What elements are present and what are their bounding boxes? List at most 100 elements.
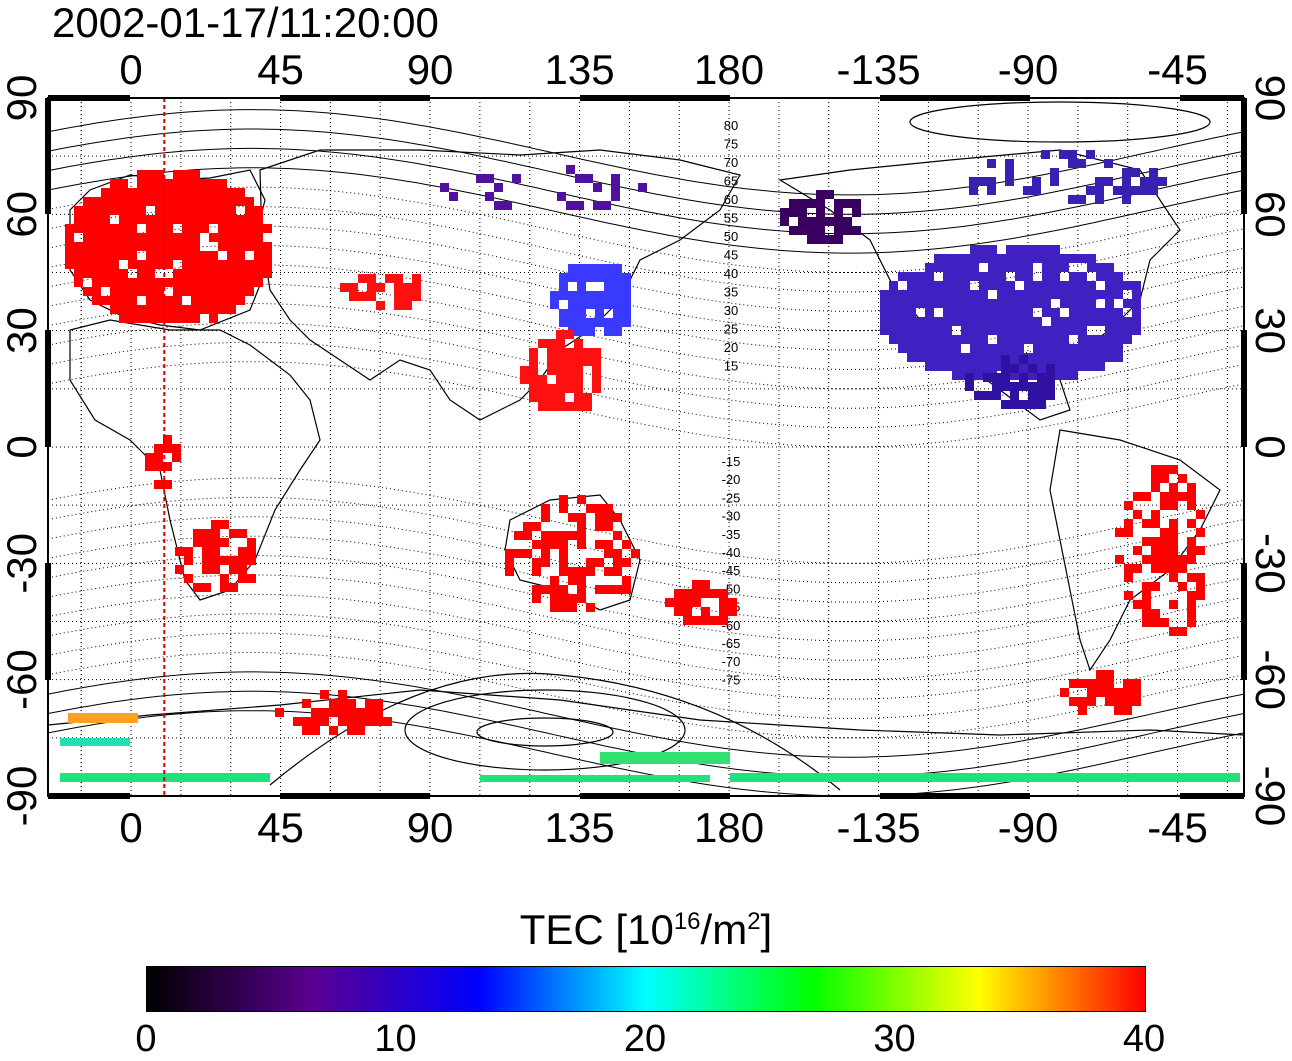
tec-cell	[907, 335, 916, 344]
tec-cell	[254, 224, 263, 233]
bottom-longitude-label: -90	[998, 804, 1059, 851]
tec-cell	[843, 226, 852, 235]
tec-cell	[550, 603, 559, 612]
tec-cell	[604, 504, 613, 513]
tec-cell	[163, 444, 172, 453]
right-latitude-label: -60	[1247, 649, 1292, 710]
tec-cell	[302, 717, 311, 726]
tec-cell	[789, 208, 798, 217]
tec-cell	[1096, 335, 1105, 344]
tec-cell	[236, 296, 245, 305]
tec-cell	[182, 287, 191, 296]
tec-cell	[1160, 528, 1169, 537]
tec-cell	[1015, 362, 1024, 371]
tec-cell	[1187, 609, 1196, 618]
tec-cell	[83, 260, 92, 269]
tec-cell	[440, 183, 449, 192]
tec-cell	[604, 318, 613, 327]
tec-cell	[191, 260, 200, 269]
tec-cell	[494, 183, 503, 192]
magnetic-latitude-label: 15	[724, 359, 738, 374]
tec-cell	[1122, 195, 1131, 204]
tec-cell	[604, 513, 613, 522]
tec-cell	[1078, 254, 1087, 263]
tec-cell	[211, 556, 220, 565]
tec-cell	[329, 699, 338, 708]
tec-cell	[1142, 555, 1151, 564]
tec-cell	[356, 717, 365, 726]
tec-cell	[538, 402, 547, 411]
tec-cell	[559, 567, 568, 576]
tec-cell	[218, 179, 227, 188]
tec-cell	[193, 583, 202, 592]
tec-cell	[263, 251, 272, 260]
tec-cell	[110, 305, 119, 314]
tec-cell	[146, 305, 155, 314]
tec-cell	[110, 179, 119, 188]
tec-cell	[1051, 317, 1060, 326]
tec-cell	[997, 299, 1006, 308]
magnetic-latitude-line	[48, 109, 1244, 196]
tec-cell	[128, 260, 137, 269]
tec-cell	[943, 299, 952, 308]
tec-cell	[577, 540, 586, 549]
tec-cell	[674, 589, 683, 598]
magnetic-latitude-label: 35	[724, 285, 738, 300]
tec-cell	[622, 318, 631, 327]
tec-cell	[227, 197, 236, 206]
tec-cell	[155, 224, 164, 233]
tec-cell	[211, 529, 220, 538]
tec-cell	[907, 281, 916, 290]
tec-cell	[1178, 492, 1187, 501]
tec-cell	[568, 291, 577, 300]
tec-cell	[970, 245, 979, 254]
tec-cell	[1024, 245, 1033, 254]
tec-cell	[1015, 254, 1024, 263]
tec-cell	[565, 357, 574, 366]
tec-cell	[236, 197, 245, 206]
tec-cell	[1151, 519, 1160, 528]
tec-cell	[961, 263, 970, 272]
tec-cell	[577, 531, 586, 540]
tec-cell	[538, 375, 547, 384]
tec-cell	[1024, 254, 1033, 263]
tec-cell	[146, 233, 155, 242]
tec-cell	[583, 348, 592, 357]
tec-cell	[163, 462, 172, 471]
tec-cell	[665, 598, 674, 607]
tec-cell	[523, 549, 532, 558]
tec-cell	[1042, 344, 1051, 353]
tec-cell	[1010, 382, 1019, 391]
tec-cell	[218, 188, 227, 197]
tec-cell	[541, 558, 550, 567]
tec-cell	[1060, 371, 1069, 380]
tec-cell	[128, 242, 137, 251]
tec-cell	[559, 309, 568, 318]
tec-cell	[520, 366, 529, 375]
tec-cell	[1051, 335, 1060, 344]
tec-cell	[547, 402, 556, 411]
tec-cell	[979, 308, 988, 317]
tec-cell	[1142, 537, 1151, 546]
tec-cell	[514, 549, 523, 558]
tec-cell	[247, 547, 256, 556]
tec-cell	[220, 520, 229, 529]
tec-cell	[559, 531, 568, 540]
tec-cell	[247, 556, 256, 565]
tec-cell	[719, 598, 728, 607]
tec-cell	[979, 272, 988, 281]
tec-cell	[683, 598, 692, 607]
tec-cell	[622, 540, 631, 549]
tec-cell	[1133, 492, 1142, 501]
tec-cell	[730, 773, 1240, 782]
tec-cell	[182, 251, 191, 260]
tec-cell	[137, 278, 146, 287]
tec-cell	[604, 291, 613, 300]
tec-cell	[1196, 573, 1205, 582]
tec-cell	[209, 251, 218, 260]
tec-cell	[988, 308, 997, 317]
tec-cell	[1187, 591, 1196, 600]
tec-cell	[164, 233, 173, 242]
tec-cell	[604, 273, 613, 282]
magnetic-latitude-line	[48, 186, 1244, 273]
